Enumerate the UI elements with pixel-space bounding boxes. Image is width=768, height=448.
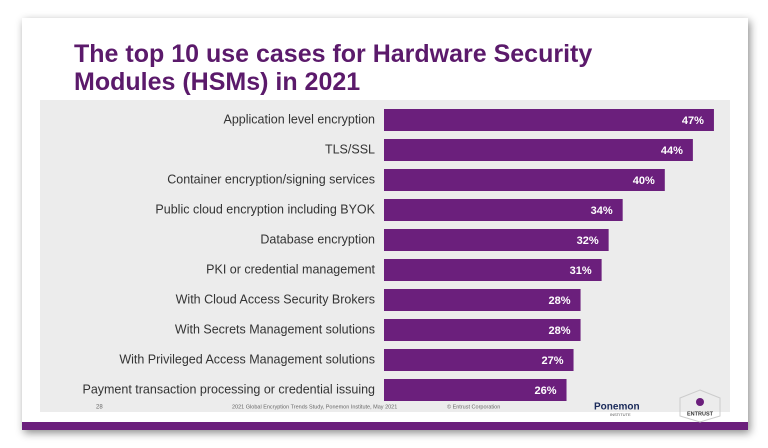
entrust-icon xyxy=(696,398,704,406)
bar xyxy=(384,319,581,341)
category-label: With Secrets Management solutions xyxy=(175,322,375,336)
category-label: TLS/SSL xyxy=(325,142,375,156)
bar xyxy=(384,199,623,221)
bar xyxy=(384,109,714,131)
category-label: Application level encryption xyxy=(224,112,376,126)
category-label: Container encryption/signing services xyxy=(167,172,375,186)
category-label: Database encryption xyxy=(260,232,375,246)
source: 2021 Global Encryption Trends Study, Pon… xyxy=(232,404,397,410)
bar xyxy=(384,289,581,311)
category-label: PKI or credential management xyxy=(206,262,375,276)
category-label: With Cloud Access Security Brokers xyxy=(176,292,375,306)
ponemon-logo: Ponemon xyxy=(594,402,640,413)
value-label: 26% xyxy=(534,385,556,397)
ponemon-logo-sub: INSTITUTE xyxy=(610,412,631,417)
value-label: 44% xyxy=(661,145,683,157)
bar xyxy=(384,259,602,281)
value-label: 28% xyxy=(549,295,571,307)
bar xyxy=(384,349,574,371)
footer-band xyxy=(22,422,748,430)
slide: The top 10 use cases for Hardware Securi… xyxy=(22,18,748,430)
entrust-logo: ENTRUST xyxy=(687,411,714,417)
category-label: Public cloud encryption including BYOK xyxy=(155,202,375,216)
bar xyxy=(384,229,609,251)
value-label: 34% xyxy=(591,205,613,217)
value-label: 47% xyxy=(682,115,704,127)
category-label: Payment transaction processing or creden… xyxy=(82,382,375,396)
value-label: 27% xyxy=(542,355,564,367)
chart-title: The top 10 use cases for Hardware Securi… xyxy=(74,40,593,96)
chart: 28 2021 Global Encryption Trends Study, … xyxy=(22,100,748,430)
copyright: © Entrust Corporation xyxy=(447,403,500,410)
bar xyxy=(384,169,665,191)
value-label: 32% xyxy=(577,235,599,247)
value-label: 28% xyxy=(549,325,571,337)
value-label: 31% xyxy=(570,265,592,277)
bar xyxy=(384,139,693,161)
value-label: 40% xyxy=(633,175,655,187)
category-label: With Privileged Access Management soluti… xyxy=(119,352,375,366)
bar xyxy=(384,379,567,401)
page-number: 28 xyxy=(96,405,103,411)
entrust-shape xyxy=(679,389,721,423)
